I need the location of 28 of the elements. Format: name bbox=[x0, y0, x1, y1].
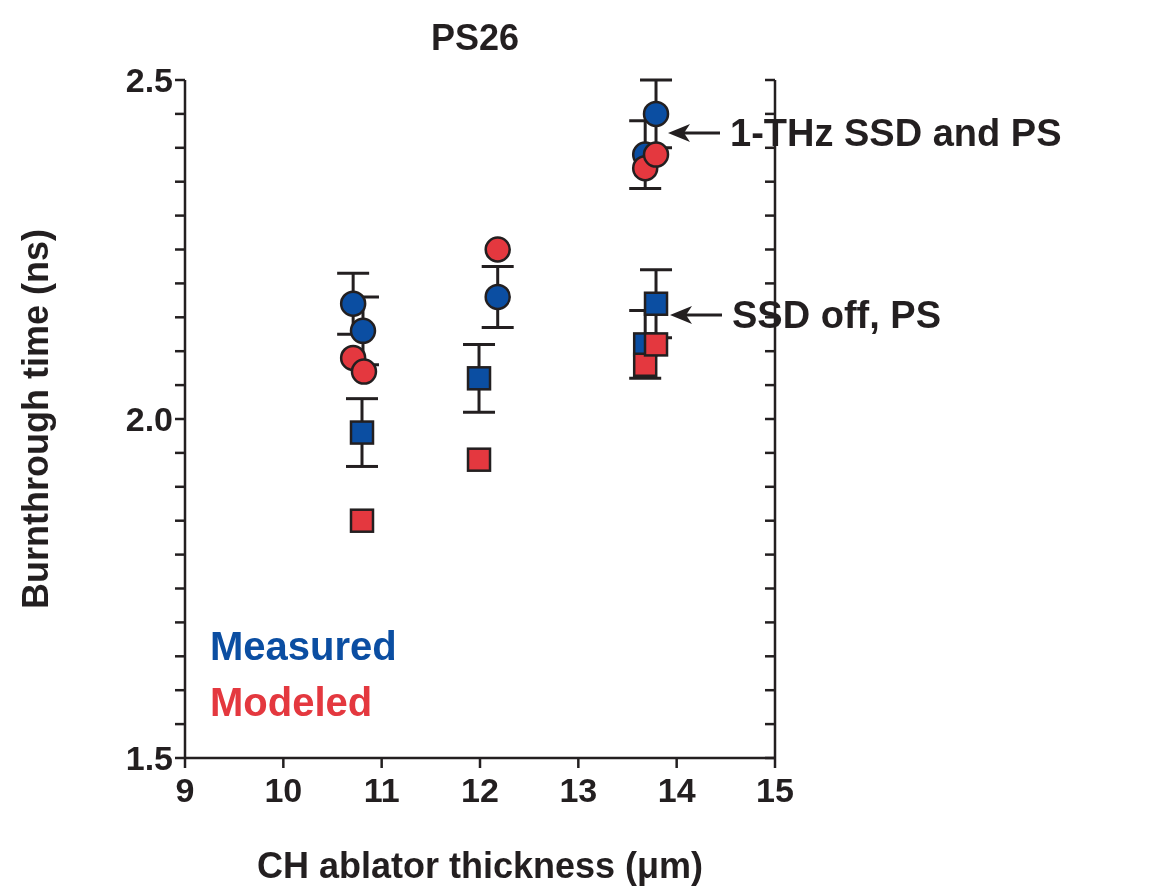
point bbox=[349, 508, 375, 533]
y-tick-label: 1.5 bbox=[125, 739, 173, 778]
point bbox=[642, 100, 670, 128]
x-tick-label: 12 bbox=[461, 771, 499, 810]
point bbox=[484, 236, 511, 263]
point bbox=[484, 283, 511, 311]
x-tick-label: 10 bbox=[264, 771, 303, 810]
point bbox=[466, 366, 492, 391]
text: Modeled bbox=[210, 679, 374, 726]
point bbox=[349, 317, 377, 345]
text: Measured bbox=[210, 623, 398, 670]
point bbox=[643, 332, 669, 357]
point bbox=[350, 358, 378, 385]
x-tick-label: 11 bbox=[363, 771, 400, 810]
y-axis-title: Burnthrough time (ns) bbox=[15, 229, 56, 609]
y-tick-label: 2.0 bbox=[125, 400, 173, 439]
point bbox=[642, 141, 670, 168]
point bbox=[643, 291, 669, 316]
point bbox=[339, 290, 367, 317]
point bbox=[349, 420, 375, 445]
x-tick-label: 14 bbox=[657, 771, 696, 810]
chart-title: PS26 bbox=[430, 17, 520, 58]
x-tick-label: 9 bbox=[175, 771, 195, 810]
x-axis-title: CH ablator thickness (μm) bbox=[256, 845, 704, 886]
y-tick-label: 2.5 bbox=[125, 61, 173, 100]
x-tick-label: 13 bbox=[559, 771, 598, 810]
x-tick-label: 15 bbox=[756, 771, 794, 810]
point bbox=[466, 447, 492, 472]
